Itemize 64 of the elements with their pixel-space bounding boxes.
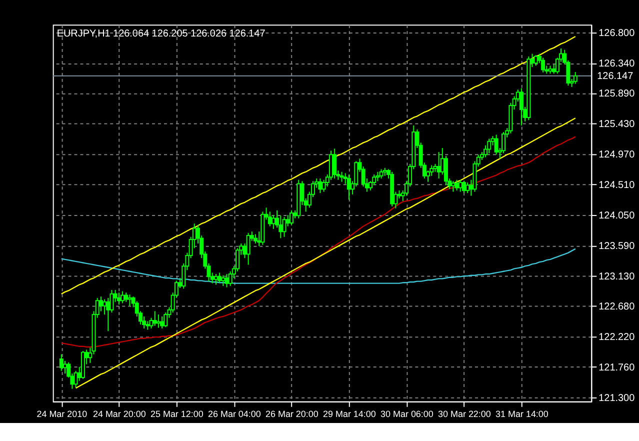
y-tick-label: 124.510 — [598, 180, 636, 191]
line-series — [75, 118, 576, 389]
candlestick — [454, 179, 459, 191]
candlestick — [74, 370, 78, 388]
candlestick — [340, 171, 344, 182]
candlestick — [346, 174, 351, 200]
candlestick — [106, 297, 110, 332]
candlestick — [246, 232, 250, 266]
candlestick — [436, 151, 441, 179]
candlestick — [102, 298, 107, 315]
candlestick — [318, 178, 322, 194]
candlestick — [160, 316, 164, 329]
candlestick — [289, 210, 294, 226]
y-tick-label: 126.800 — [598, 28, 636, 40]
candlestick — [218, 272, 222, 284]
candlestick — [487, 138, 492, 154]
candlestick — [59, 354, 64, 372]
candlestick — [534, 54, 538, 66]
line-series — [60, 136, 576, 348]
candlestick — [282, 216, 286, 238]
candlestick — [519, 88, 524, 126]
candlestick — [466, 182, 470, 194]
candlestick — [98, 296, 103, 312]
candlestick — [379, 168, 384, 179]
candlestick — [116, 292, 121, 306]
x-tick-label: 24 Mar 2010 — [36, 408, 88, 419]
x-tick-label: 29 Mar 14:00 — [323, 408, 376, 419]
y-tick-label: 124.050 — [598, 210, 636, 222]
x-tick-label: 31 Mar 14:00 — [496, 408, 548, 419]
y-tick-label: 126.340 — [598, 58, 636, 70]
y-tick-label: 122.220 — [598, 332, 636, 343]
x-tick-label: 26 Mar 20:00 — [266, 408, 318, 419]
y-tick-label: 122.680 — [598, 301, 636, 312]
x-tick-label: 25 Mar 12:00 — [150, 408, 204, 419]
candlestick — [128, 294, 132, 306]
y-tick-label: 123.590 — [598, 240, 636, 252]
y-tick-label: 123.130 — [598, 272, 636, 283]
candlestick — [494, 134, 498, 156]
candlestick — [152, 310, 157, 326]
ref-line-label: 126.147 — [597, 70, 634, 82]
candlestick — [120, 290, 125, 304]
candlestick — [451, 180, 456, 192]
chart-title: EURJPY,H1 126.064 126.205 126.026 126.147 — [56, 28, 266, 40]
candlestick — [254, 234, 258, 244]
candlestick — [214, 274, 218, 286]
candlestick — [221, 274, 226, 286]
y-tick-label: 124.970 — [598, 149, 636, 160]
x-tick-label: 30 Mar 22:00 — [438, 408, 491, 419]
y-tick-label: 125.890 — [598, 88, 636, 100]
candlestick — [573, 72, 578, 84]
candlestick — [458, 179, 462, 192]
x-tick-label: 24 Mar 20:00 — [92, 408, 146, 419]
candlestick — [332, 148, 337, 179]
x-tick-label: 30 Mar 06:00 — [380, 408, 434, 419]
candlestick — [376, 171, 380, 182]
y-tick-label: 121.760 — [598, 362, 636, 374]
candlestick — [462, 180, 466, 194]
y-tick-label: 121.300 — [598, 392, 636, 404]
candlestick — [268, 211, 272, 227]
candlestick — [541, 57, 546, 73]
y-tick-label: 125.430 — [598, 118, 636, 130]
x-tick-label: 26 Mar 04:00 — [208, 408, 261, 419]
candlestick — [124, 292, 128, 302]
candlestick — [224, 274, 229, 288]
